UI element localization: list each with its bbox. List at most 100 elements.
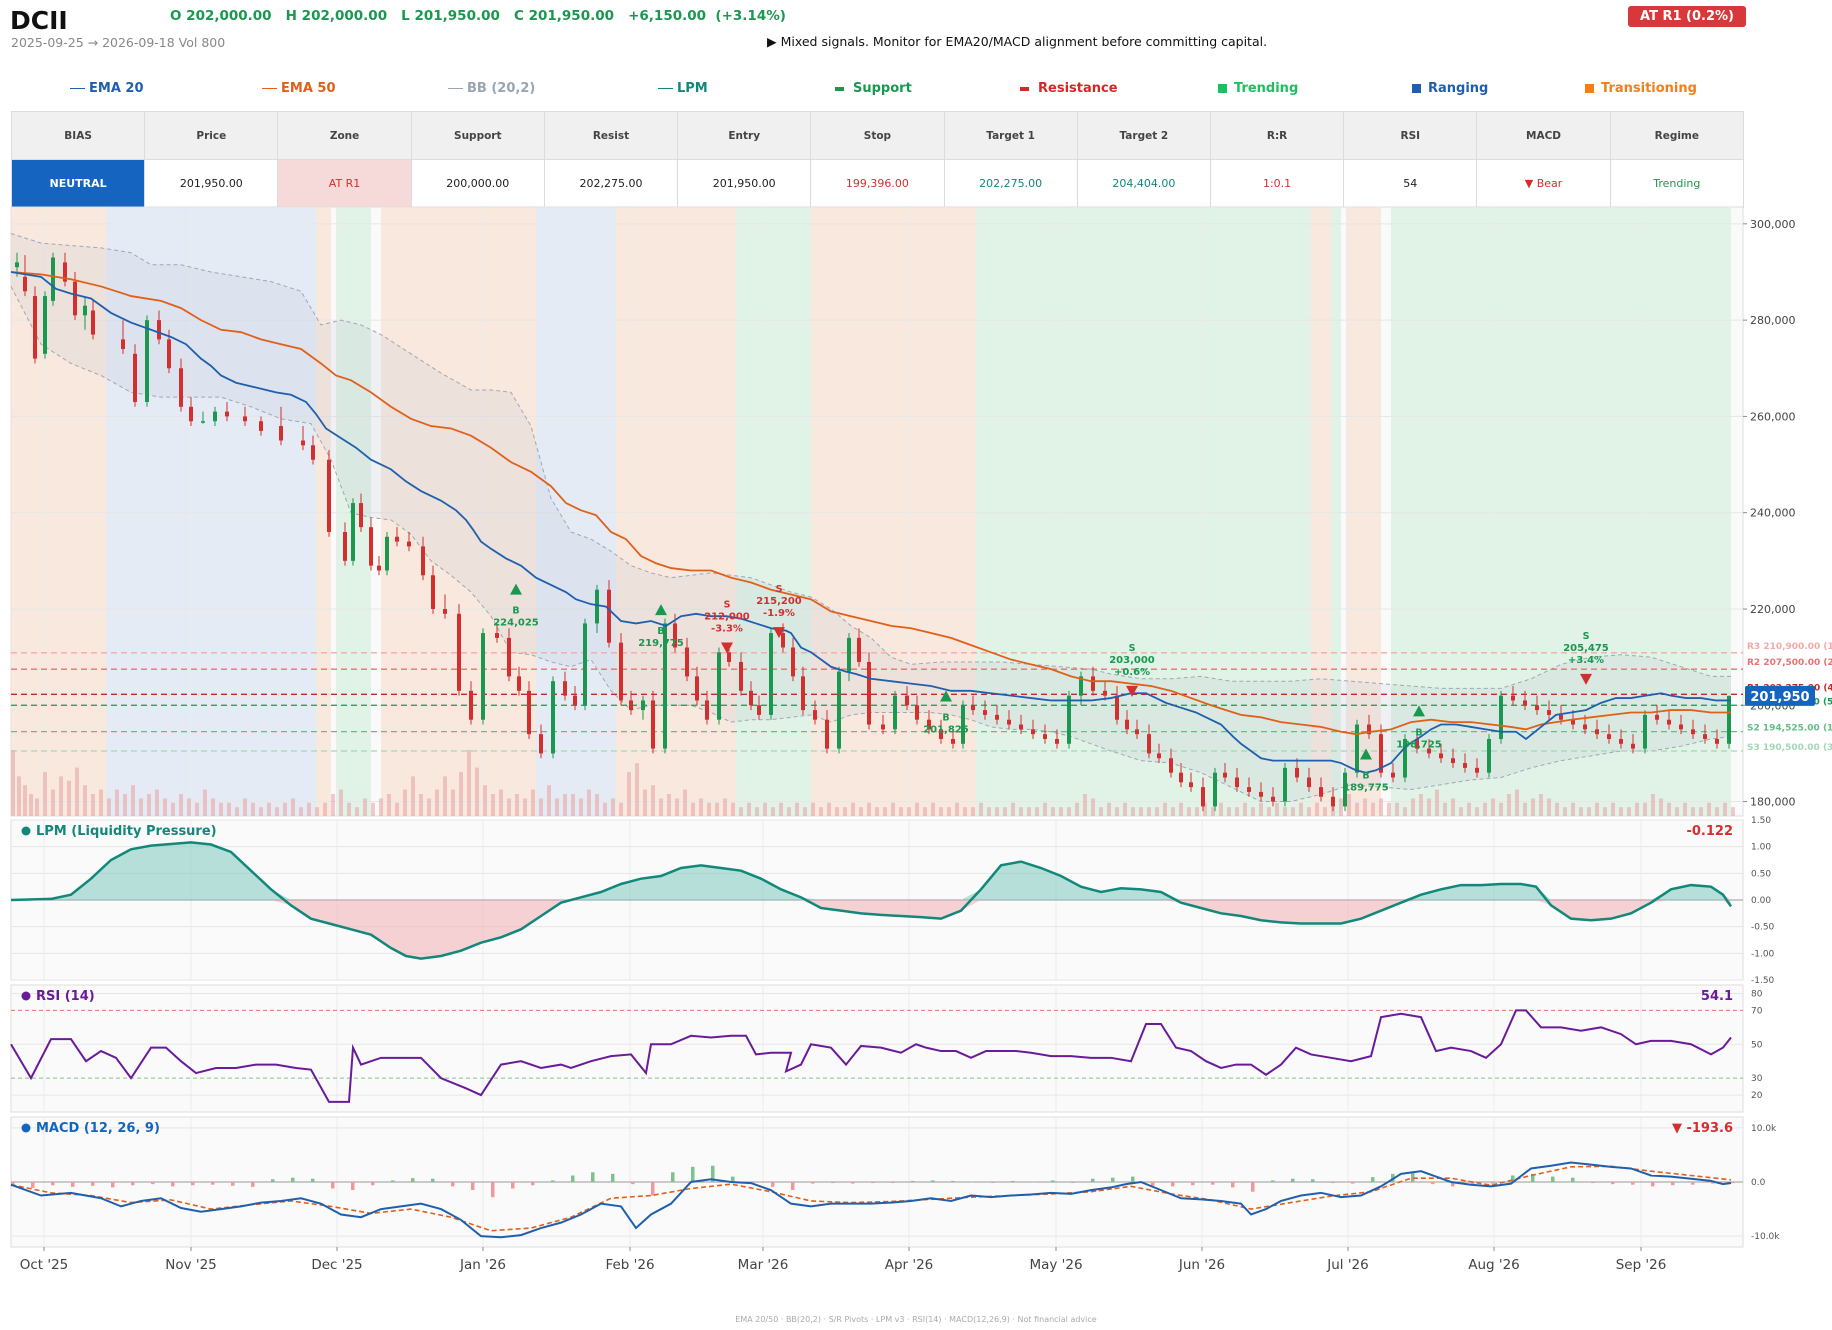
volume-bar <box>811 802 815 816</box>
buy-signal-letter: B <box>1362 770 1369 781</box>
candle-body-up <box>385 536 389 571</box>
candle-body-up <box>481 633 485 720</box>
volume-bar <box>915 802 919 816</box>
candle-body-down <box>421 546 425 576</box>
volume-bar <box>59 776 63 816</box>
regime-band-ranging <box>536 207 616 816</box>
candle-body-up <box>1355 724 1359 773</box>
legend-swatch <box>1218 84 1227 93</box>
candle-body-down <box>243 416 247 422</box>
volume-bar <box>323 802 327 816</box>
lpm-title-dot <box>21 826 31 836</box>
candle-body-down <box>1655 714 1659 720</box>
x-tick-label: Aug '26 <box>1468 1257 1520 1273</box>
legend-swatch <box>1020 86 1029 91</box>
volume-bar <box>371 802 375 816</box>
volume-bar <box>1347 794 1351 816</box>
volume-bar <box>1243 802 1247 816</box>
macd-histogram-bar <box>191 1182 195 1186</box>
macd-histogram-bar <box>771 1182 775 1187</box>
lpm-line <box>10 841 1733 960</box>
x-tick-label: Jan '26 <box>459 1257 506 1273</box>
candle-body-down <box>801 676 805 711</box>
lpm-y-tick-label: -0.50 <box>1751 923 1775 933</box>
volume-bar <box>747 802 751 816</box>
candle-body-down <box>573 695 577 706</box>
volume-bar <box>259 807 263 816</box>
volume-bar <box>923 807 927 816</box>
volume-bar <box>387 794 391 816</box>
volume-bar <box>531 789 535 816</box>
macd-histogram-bar <box>891 1182 895 1183</box>
macd-histogram-bar <box>931 1180 935 1182</box>
ohlc-readout: O 202,000.00 H 202,000.00 L 201,950.00 C… <box>170 8 786 24</box>
macd-histogram-bar <box>1351 1182 1355 1184</box>
volume-bar <box>515 794 519 816</box>
candle-body-down <box>121 339 125 350</box>
volume-bar <box>699 798 703 816</box>
macd-histogram-bar <box>811 1182 815 1184</box>
candle-body-down <box>927 719 931 730</box>
volume-bar <box>1307 807 1311 816</box>
candle-body-down <box>63 262 67 282</box>
volume-bar <box>275 807 279 816</box>
macd-histogram-bar <box>1331 1182 1335 1184</box>
macd-title: MACD (12, 26, 9) <box>36 1121 160 1136</box>
volume-bar <box>251 802 255 816</box>
volume-bar <box>795 802 799 816</box>
volume-bar <box>427 798 431 816</box>
volume-bar <box>1027 807 1031 816</box>
volume-bar <box>43 772 47 816</box>
volume-bar <box>1187 807 1191 816</box>
volume-bar <box>355 807 359 816</box>
candle-body-down <box>1125 719 1129 730</box>
candle-body-down <box>915 705 919 720</box>
sell-signal-marker <box>1126 685 1138 697</box>
macd-histogram-bar <box>1071 1182 1075 1183</box>
macd-histogram-bar <box>591 1172 595 1182</box>
volume-bar <box>1691 807 1695 816</box>
candle-body-up <box>769 633 773 715</box>
legend-swatch <box>70 88 85 89</box>
legend-item-support: Support <box>835 81 912 96</box>
macd-histogram-bar <box>711 1165 715 1182</box>
x-tick-label: Dec '25 <box>311 1257 362 1273</box>
candle-body-down <box>739 661 743 691</box>
volume-bar <box>1051 807 1055 816</box>
sell-signal-pct: -3.3% <box>711 624 743 635</box>
sell-signal-marker <box>721 642 733 654</box>
x-tick-label: Oct '25 <box>20 1257 69 1273</box>
volume-bar <box>611 798 615 816</box>
volume-bar <box>955 802 959 816</box>
legend-item-ema-50: EMA 50 <box>262 81 336 96</box>
candle-body-down <box>1331 796 1335 807</box>
volume-bar <box>1515 789 1519 816</box>
volume-bar <box>779 802 783 816</box>
rsi-y-tick-label: 50 <box>1751 1040 1763 1050</box>
candle-body-up <box>893 695 897 730</box>
volume-bar <box>899 807 903 816</box>
macd-histogram-bar <box>371 1182 375 1186</box>
volume-bar <box>1491 798 1495 816</box>
volume-bar <box>1603 807 1607 816</box>
candle-body-down <box>1595 729 1599 735</box>
macd-histogram-bar <box>1671 1182 1675 1186</box>
macd-histogram-bar <box>331 1182 335 1189</box>
volume-bar <box>307 802 311 816</box>
volume-bar <box>67 780 71 816</box>
volume-bar <box>315 807 319 816</box>
macd-histogram-bar <box>791 1182 795 1191</box>
volume-bar <box>1523 802 1527 816</box>
volume-bar <box>603 802 607 816</box>
volume-bar <box>227 802 231 816</box>
volume-bar <box>835 807 839 816</box>
candle-body-down <box>1463 763 1467 768</box>
volume-bar <box>1267 807 1271 816</box>
summary-header-price: Price <box>144 111 279 160</box>
candle-body-down <box>781 633 785 648</box>
macd-histogram-bar <box>1471 1182 1475 1186</box>
volume-bar <box>1219 802 1223 816</box>
volume-bar <box>23 785 27 816</box>
lpm-y-tick-label: 0.50 <box>1751 869 1771 879</box>
macd-histogram-bar <box>951 1180 955 1182</box>
